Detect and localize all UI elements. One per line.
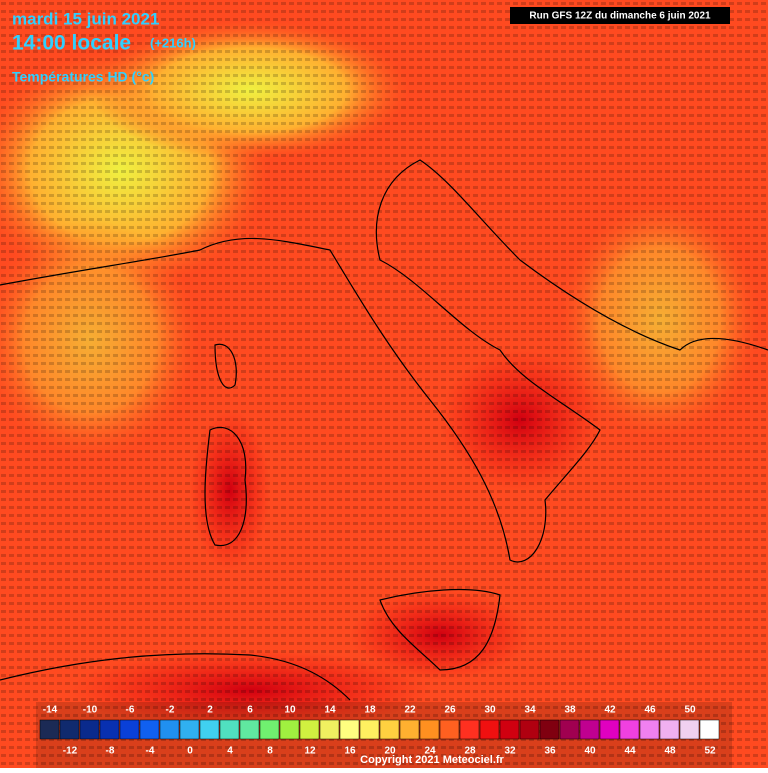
coastlines — [0, 159, 768, 701]
legend-swatch — [679, 719, 700, 740]
legend-swatch — [659, 719, 680, 740]
legend-swatch — [299, 719, 320, 740]
legend-label: 44 — [624, 746, 636, 757]
legend-label: -8 — [106, 746, 115, 757]
legend-label: -4 — [146, 746, 155, 757]
legend-label: 6 — [247, 705, 253, 716]
legend-label: 30 — [484, 705, 496, 716]
legend-swatch — [279, 719, 300, 740]
legend-swatch — [459, 719, 480, 740]
legend-label: 22 — [404, 705, 416, 716]
legend-label: 40 — [584, 746, 596, 757]
legend-swatch — [379, 719, 400, 740]
legend: -14-12-10-8-6-4-202468101214161820222426… — [39, 705, 720, 757]
legend-swatch — [619, 719, 640, 740]
legend-label: 14 — [324, 705, 336, 716]
legend-label: 38 — [564, 705, 576, 716]
legend-swatch — [99, 719, 120, 740]
legend-swatch — [399, 719, 420, 740]
legend-label: 20 — [384, 746, 396, 757]
legend-label: 32 — [504, 746, 516, 757]
run-box — [510, 7, 730, 24]
time: 14:00 locale — [12, 32, 131, 55]
legend-label: 28 — [464, 746, 476, 757]
legend-label: 12 — [304, 746, 316, 757]
legend-label: 52 — [704, 746, 716, 757]
legend-swatch — [639, 719, 660, 740]
legend-swatch — [419, 719, 440, 740]
legend-label: 0 — [187, 746, 193, 757]
legend-label: 16 — [344, 746, 356, 757]
legend-label: -6 — [126, 705, 135, 716]
legend-swatch — [339, 719, 360, 740]
legend-label: 18 — [364, 705, 376, 716]
legend-swatch — [479, 719, 500, 740]
legend-swatch — [219, 719, 240, 740]
legend-label: -14 — [43, 705, 58, 716]
legend-swatch — [499, 719, 520, 740]
legend-swatch — [159, 719, 180, 740]
legend-label: 50 — [684, 705, 696, 716]
lead-time: (+216h) — [150, 35, 196, 50]
legend-label: 42 — [604, 705, 616, 716]
legend-swatch — [559, 719, 580, 740]
legend-swatch — [199, 719, 220, 740]
legend-swatch — [439, 719, 460, 740]
legend-label: -2 — [166, 705, 175, 716]
legend-swatch — [599, 719, 620, 740]
legend-swatch — [239, 719, 260, 740]
variable: Températures HD (°c) — [12, 69, 154, 85]
legend-swatch — [79, 719, 100, 740]
legend-swatch — [179, 719, 200, 740]
legend-label: -10 — [83, 705, 98, 716]
legend-swatch — [539, 719, 560, 740]
legend-swatch — [319, 719, 340, 740]
legend-swatch — [39, 719, 60, 740]
legend-label: 2 — [207, 705, 213, 716]
legend-label: -12 — [63, 746, 78, 757]
date: mardi 15 juin 2021 — [12, 9, 159, 28]
legend-swatch — [139, 719, 160, 740]
legend-swatch — [359, 719, 380, 740]
legend-swatch — [259, 719, 280, 740]
legend-swatch — [699, 719, 720, 740]
legend-swatch — [119, 719, 140, 740]
legend-swatch — [59, 719, 80, 740]
legend-swatch — [519, 719, 540, 740]
legend-swatch — [579, 719, 600, 740]
legend-label: 8 — [267, 746, 273, 757]
legend-label: 10 — [284, 705, 296, 716]
legend-label: 34 — [524, 705, 536, 716]
legend-label: 36 — [544, 746, 556, 757]
legend-label: 46 — [644, 705, 656, 716]
legend-label: 26 — [444, 705, 456, 716]
legend-label: 24 — [424, 746, 436, 757]
copyright: Copyright 2021 Meteociel.fr — [360, 754, 504, 766]
legend-label: 4 — [227, 746, 233, 757]
legend-label: 48 — [664, 746, 676, 757]
run-info: Run GFS 12Z du dimanche 6 juin 2021 — [529, 11, 711, 22]
